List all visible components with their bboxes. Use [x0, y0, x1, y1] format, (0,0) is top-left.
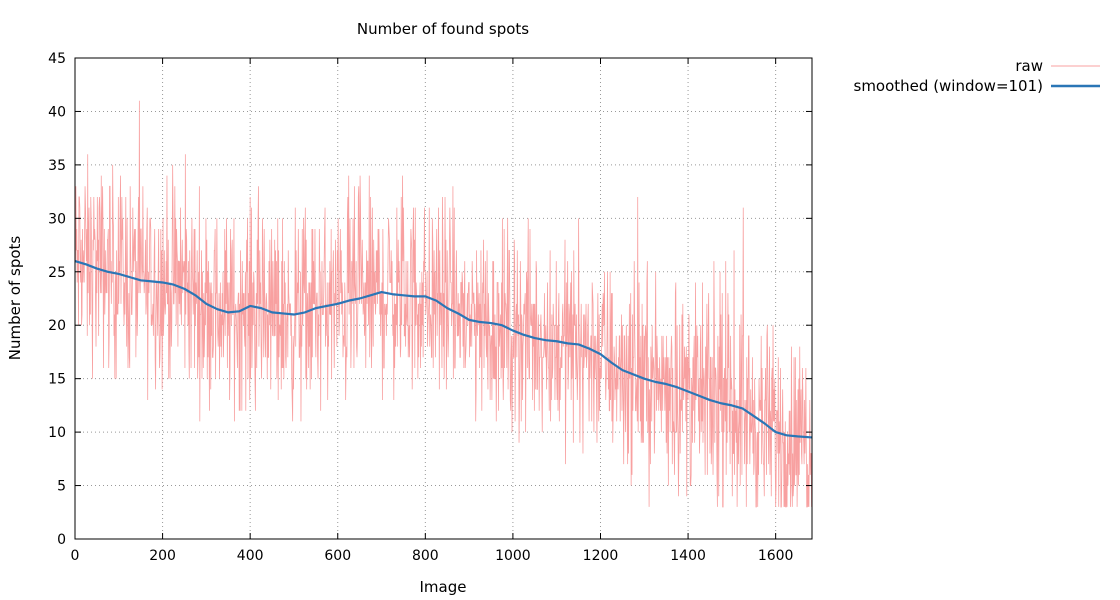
x-axis-label: Image: [420, 578, 467, 596]
x-tick-label: 0: [71, 548, 80, 564]
series-line-smoothed: [75, 260, 812, 439]
y-tick-label: 25: [48, 265, 66, 281]
chart-title: Number of found spots: [357, 20, 529, 38]
series-layer: [75, 100, 812, 508]
legend-raw-label: raw: [1015, 57, 1043, 75]
x-tick-label: 1400: [670, 548, 706, 564]
y-tick-label: 40: [48, 104, 66, 120]
x-tick-label: 1600: [758, 548, 794, 564]
y-tick-label: 0: [57, 532, 66, 548]
x-tick-label: 400: [237, 548, 264, 564]
y-tick-label: 10: [48, 425, 66, 441]
y-axis-label: Number of spots: [6, 236, 24, 361]
y-tick-label: 15: [48, 372, 66, 388]
y-tick-label: 30: [48, 211, 66, 227]
x-tick-label: 600: [324, 548, 351, 564]
x-tick-label: 1200: [583, 548, 619, 564]
x-tick-label: 800: [412, 548, 439, 564]
y-tick-label: 5: [57, 479, 66, 495]
legend: raw smoothed (window=101): [854, 57, 1100, 95]
y-tick-label: 35: [48, 158, 66, 174]
x-tick-label: 1000: [495, 548, 531, 564]
tick-layer: 0 5 10 15 20 25 30 35 40 45 0 200 400 600 800 1000 1200 1…: [48, 51, 812, 564]
x-tick-label: 200: [149, 548, 176, 564]
series-line-raw: [75, 100, 812, 508]
plot-border: [74, 57, 813, 540]
legend-smoothed-label: smoothed (window=101): [854, 77, 1044, 95]
y-tick-label: 20: [48, 318, 66, 334]
y-tick-label: 45: [48, 51, 66, 67]
